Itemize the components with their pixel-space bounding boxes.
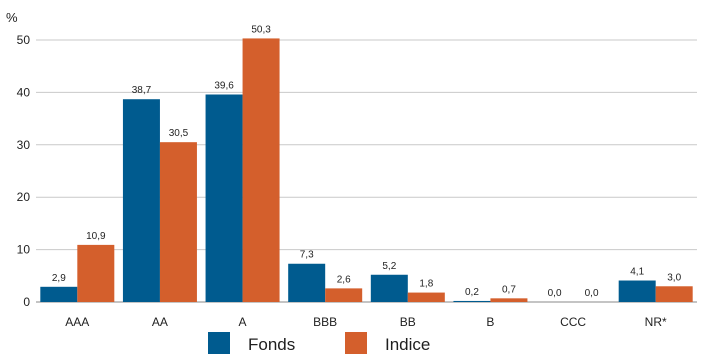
data-label: 10,9 — [86, 231, 106, 242]
x-axis-labels: AAA AA A BBB BB B CCC NR* — [65, 315, 667, 329]
bar-fonds-bb — [370, 274, 408, 302]
x-category-label: BBB — [313, 315, 337, 329]
data-labels: 2,9 10,9 38,7 30,5 39,6 50,3 7,3 2,6 5,2 1,8 0,2 0,… — [52, 24, 682, 299]
bars — [40, 38, 693, 302]
data-label: 5,2 — [382, 261, 396, 272]
y-tick-label: 50 — [17, 33, 31, 47]
bar-indice-bbb — [325, 288, 363, 302]
x-category-label: BB — [400, 315, 416, 329]
x-category-label: CCC — [560, 315, 586, 329]
bar-fonds-aaa — [40, 286, 78, 302]
x-category-label: NR* — [645, 315, 667, 329]
bar-indice-a — [242, 38, 280, 302]
x-category-label: AAA — [65, 315, 89, 329]
bar-fonds-aa — [122, 99, 160, 302]
legend-swatch-fonds — [208, 332, 230, 354]
legend: Fonds Indice — [208, 332, 430, 354]
data-label: 0,2 — [465, 287, 479, 298]
data-label: 30,5 — [169, 128, 189, 139]
bar-fonds-nr — [618, 280, 656, 302]
y-tick-label: 0 — [23, 295, 30, 309]
bar-indice-aaa — [77, 244, 115, 302]
bar-indice-aa — [159, 142, 197, 302]
bar-fonds-b — [453, 300, 491, 302]
data-label: 0,0 — [585, 288, 599, 299]
data-label: 39,6 — [214, 80, 234, 91]
data-label: 3,0 — [667, 272, 681, 283]
y-tick-label: 30 — [17, 138, 31, 152]
data-label: 38,7 — [132, 85, 152, 96]
bar-indice-bb — [407, 292, 445, 302]
data-label: 2,9 — [52, 273, 66, 284]
data-label: 2,6 — [337, 274, 351, 285]
bar-indice-nr — [655, 286, 693, 302]
legend-swatch-indice — [345, 332, 367, 354]
legend-label-fonds: Fonds — [248, 335, 295, 354]
bar-indice-b — [490, 298, 528, 302]
x-category-label: AA — [152, 315, 168, 329]
data-label: 50,3 — [251, 24, 271, 35]
y-tick-label: 20 — [17, 190, 31, 204]
data-label: 0,7 — [502, 284, 516, 295]
x-category-label: A — [239, 315, 247, 329]
bar-fonds-bbb — [288, 263, 326, 302]
y-tick-label: 40 — [17, 85, 31, 99]
data-label: 4,1 — [630, 267, 644, 278]
data-label: 1,8 — [419, 279, 433, 290]
data-label: 7,3 — [300, 250, 314, 261]
y-axis-unit-label: % — [6, 10, 18, 25]
legend-label-indice: Indice — [385, 335, 430, 354]
data-label: 0,0 — [548, 288, 562, 299]
bar-fonds-a — [205, 94, 243, 302]
y-tick-label: 10 — [17, 243, 31, 257]
y-axis-ticks: 0 10 20 30 40 50 — [17, 33, 31, 309]
x-category-label: B — [486, 315, 494, 329]
